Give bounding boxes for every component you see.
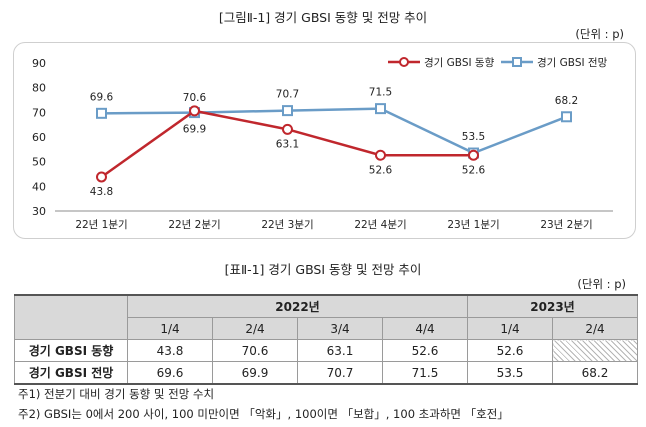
table-title: [표Ⅱ-1] 경기 GBSI 동향 및 전망 추이 xyxy=(224,262,422,277)
year-header-row: 2022년 2023년 xyxy=(14,294,638,340)
y-tick-label: 70 xyxy=(32,106,46,119)
y-tick-label: 40 xyxy=(32,180,46,193)
x-tick-label: 23년 2분기 xyxy=(540,219,592,231)
trend-data-label: 52.6 xyxy=(462,164,486,176)
table-row-outlook: 경기 GBSI 전망 69.6 69.9 70.7 71.5 53.5 68.2 xyxy=(14,361,638,385)
trend-point xyxy=(282,123,293,135)
y-tick-label: 90 xyxy=(32,57,46,70)
table-cell: 52.6 xyxy=(467,339,553,362)
trend-point xyxy=(468,149,479,161)
outlook-data-label: 70.7 xyxy=(276,89,299,101)
table-unit: (단위 : p) xyxy=(577,277,626,291)
row-label: 경기 GBSI 전망 xyxy=(14,361,128,385)
quarter-header: 2/4 xyxy=(552,317,638,340)
trend-data-label: 43.8 xyxy=(90,186,113,198)
x-tick-label: 23년 1분기 xyxy=(447,219,499,231)
quarter-header: 1/4 xyxy=(127,317,213,340)
figure-unit: (단위 : p) xyxy=(575,27,624,41)
outlook-data-label: 68.2 xyxy=(555,95,578,107)
table-cell: 70.7 xyxy=(297,361,383,385)
trend-data-label: 52.6 xyxy=(369,164,393,176)
table-cell: 63.1 xyxy=(297,339,383,362)
year-header-2023: 2023년 xyxy=(467,294,638,318)
footnote-2: 주2) GBSI는 0에서 200 사이, 100 미만이면 「악화」, 100… xyxy=(18,407,509,421)
trend-point xyxy=(189,105,200,117)
table-cell: 43.8 xyxy=(127,339,213,362)
y-tick-label: 50 xyxy=(32,156,46,169)
quarter-header-row: 1/4 2/4 3/4 4/4 1/4 2/4 xyxy=(15,317,638,340)
x-tick-label: 22년 2분기 xyxy=(168,219,220,231)
empty-hatched-cell xyxy=(552,339,638,362)
outlook-point xyxy=(561,111,572,123)
trend-point xyxy=(96,171,107,183)
table-cell: 52.6 xyxy=(382,339,468,362)
y-tick-label: 30 xyxy=(32,205,46,218)
table-row-trend: 경기 GBSI 동향 43.8 70.6 63.1 52.6 52.6 xyxy=(14,339,638,362)
footnote-1: 주1) 전분기 대비 경기 동향 및 전망 수치 xyxy=(18,387,215,401)
x-tick-label: 22년 4분기 xyxy=(354,219,406,231)
corner-cell xyxy=(14,294,128,340)
year-header-2022: 2022년 xyxy=(127,294,468,318)
quarter-header: 3/4 xyxy=(297,317,383,340)
outlook-data-label: 69.6 xyxy=(90,91,114,103)
outlook-data-label: 53.5 xyxy=(462,131,485,143)
table-cell: 69.9 xyxy=(212,361,298,385)
x-tick-label: 22년 1분기 xyxy=(75,219,127,231)
legend-trend-label: 경기 GBSI 동향 xyxy=(424,56,495,69)
trend-point xyxy=(375,149,386,161)
table-cell: 68.2 xyxy=(552,361,638,385)
data-table: 2022년 2023년 1/4 2/4 3/4 4/4 1/4 2/4 경기 G… xyxy=(14,294,638,385)
y-tick-label: 80 xyxy=(32,82,46,95)
table-cell: 69.6 xyxy=(127,361,213,385)
quarter-header: 4/4 xyxy=(382,317,468,340)
quarter-header: 2/4 xyxy=(212,317,298,340)
outlook-data-label: 70.6 xyxy=(183,92,207,104)
outlook-data-label: 71.5 xyxy=(369,87,392,99)
x-tick-label: 22년 3분기 xyxy=(261,219,313,231)
outlook-point xyxy=(375,103,386,115)
outlook-point xyxy=(282,105,293,117)
figure-title: [그림Ⅱ-1] 경기 GBSI 동향 및 전망 추이 xyxy=(218,10,428,25)
trend-data-label: 63.1 xyxy=(276,138,299,150)
table-cell: 53.5 xyxy=(467,361,553,385)
table-cell: 70.6 xyxy=(212,339,298,362)
trend-data-label: 69.9 xyxy=(183,124,206,136)
table-cell: 71.5 xyxy=(382,361,468,385)
legend-outlook-marker xyxy=(512,57,522,67)
outlook-point xyxy=(96,107,107,119)
quarter-header: 1/4 xyxy=(467,317,553,340)
legend-outlook-label: 경기 GBSI 전망 xyxy=(537,56,608,69)
outlook-series-line xyxy=(101,107,567,155)
y-tick-label: 60 xyxy=(32,131,46,144)
row-label: 경기 GBSI 동향 xyxy=(14,339,128,362)
legend-trend-marker xyxy=(399,57,409,67)
